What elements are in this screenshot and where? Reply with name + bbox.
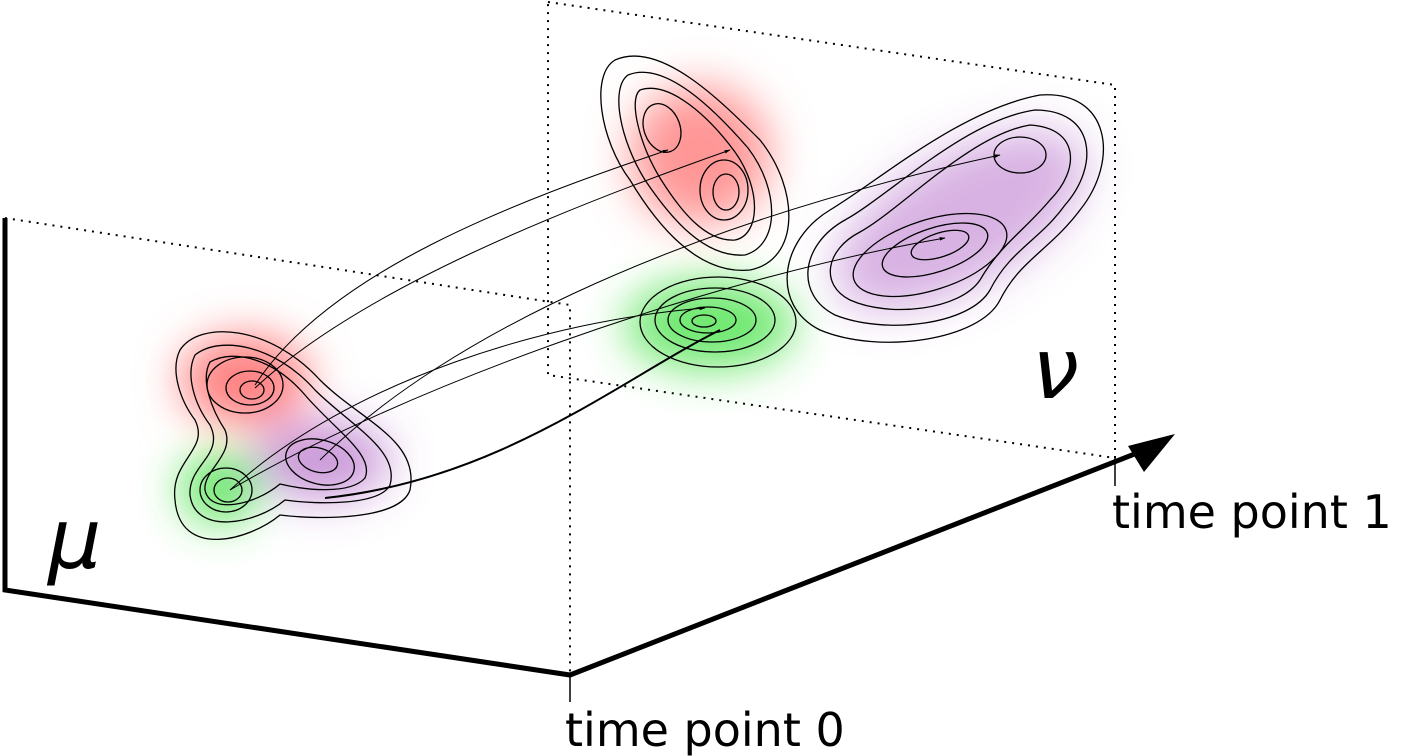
axis-arrowhead bbox=[1128, 434, 1175, 472]
contours-nu bbox=[600, 55, 1105, 368]
mu-label: μ bbox=[46, 490, 101, 588]
nu-label: ν bbox=[1032, 320, 1079, 418]
time-point-label: time point 0 bbox=[565, 703, 845, 756]
time-axis bbox=[2, 218, 1151, 678]
time-point-label: time point 1 bbox=[1112, 485, 1392, 539]
transport-arrows bbox=[229, 149, 1001, 499]
density-blobs bbox=[180, 85, 1086, 523]
contours-mu bbox=[174, 331, 412, 541]
